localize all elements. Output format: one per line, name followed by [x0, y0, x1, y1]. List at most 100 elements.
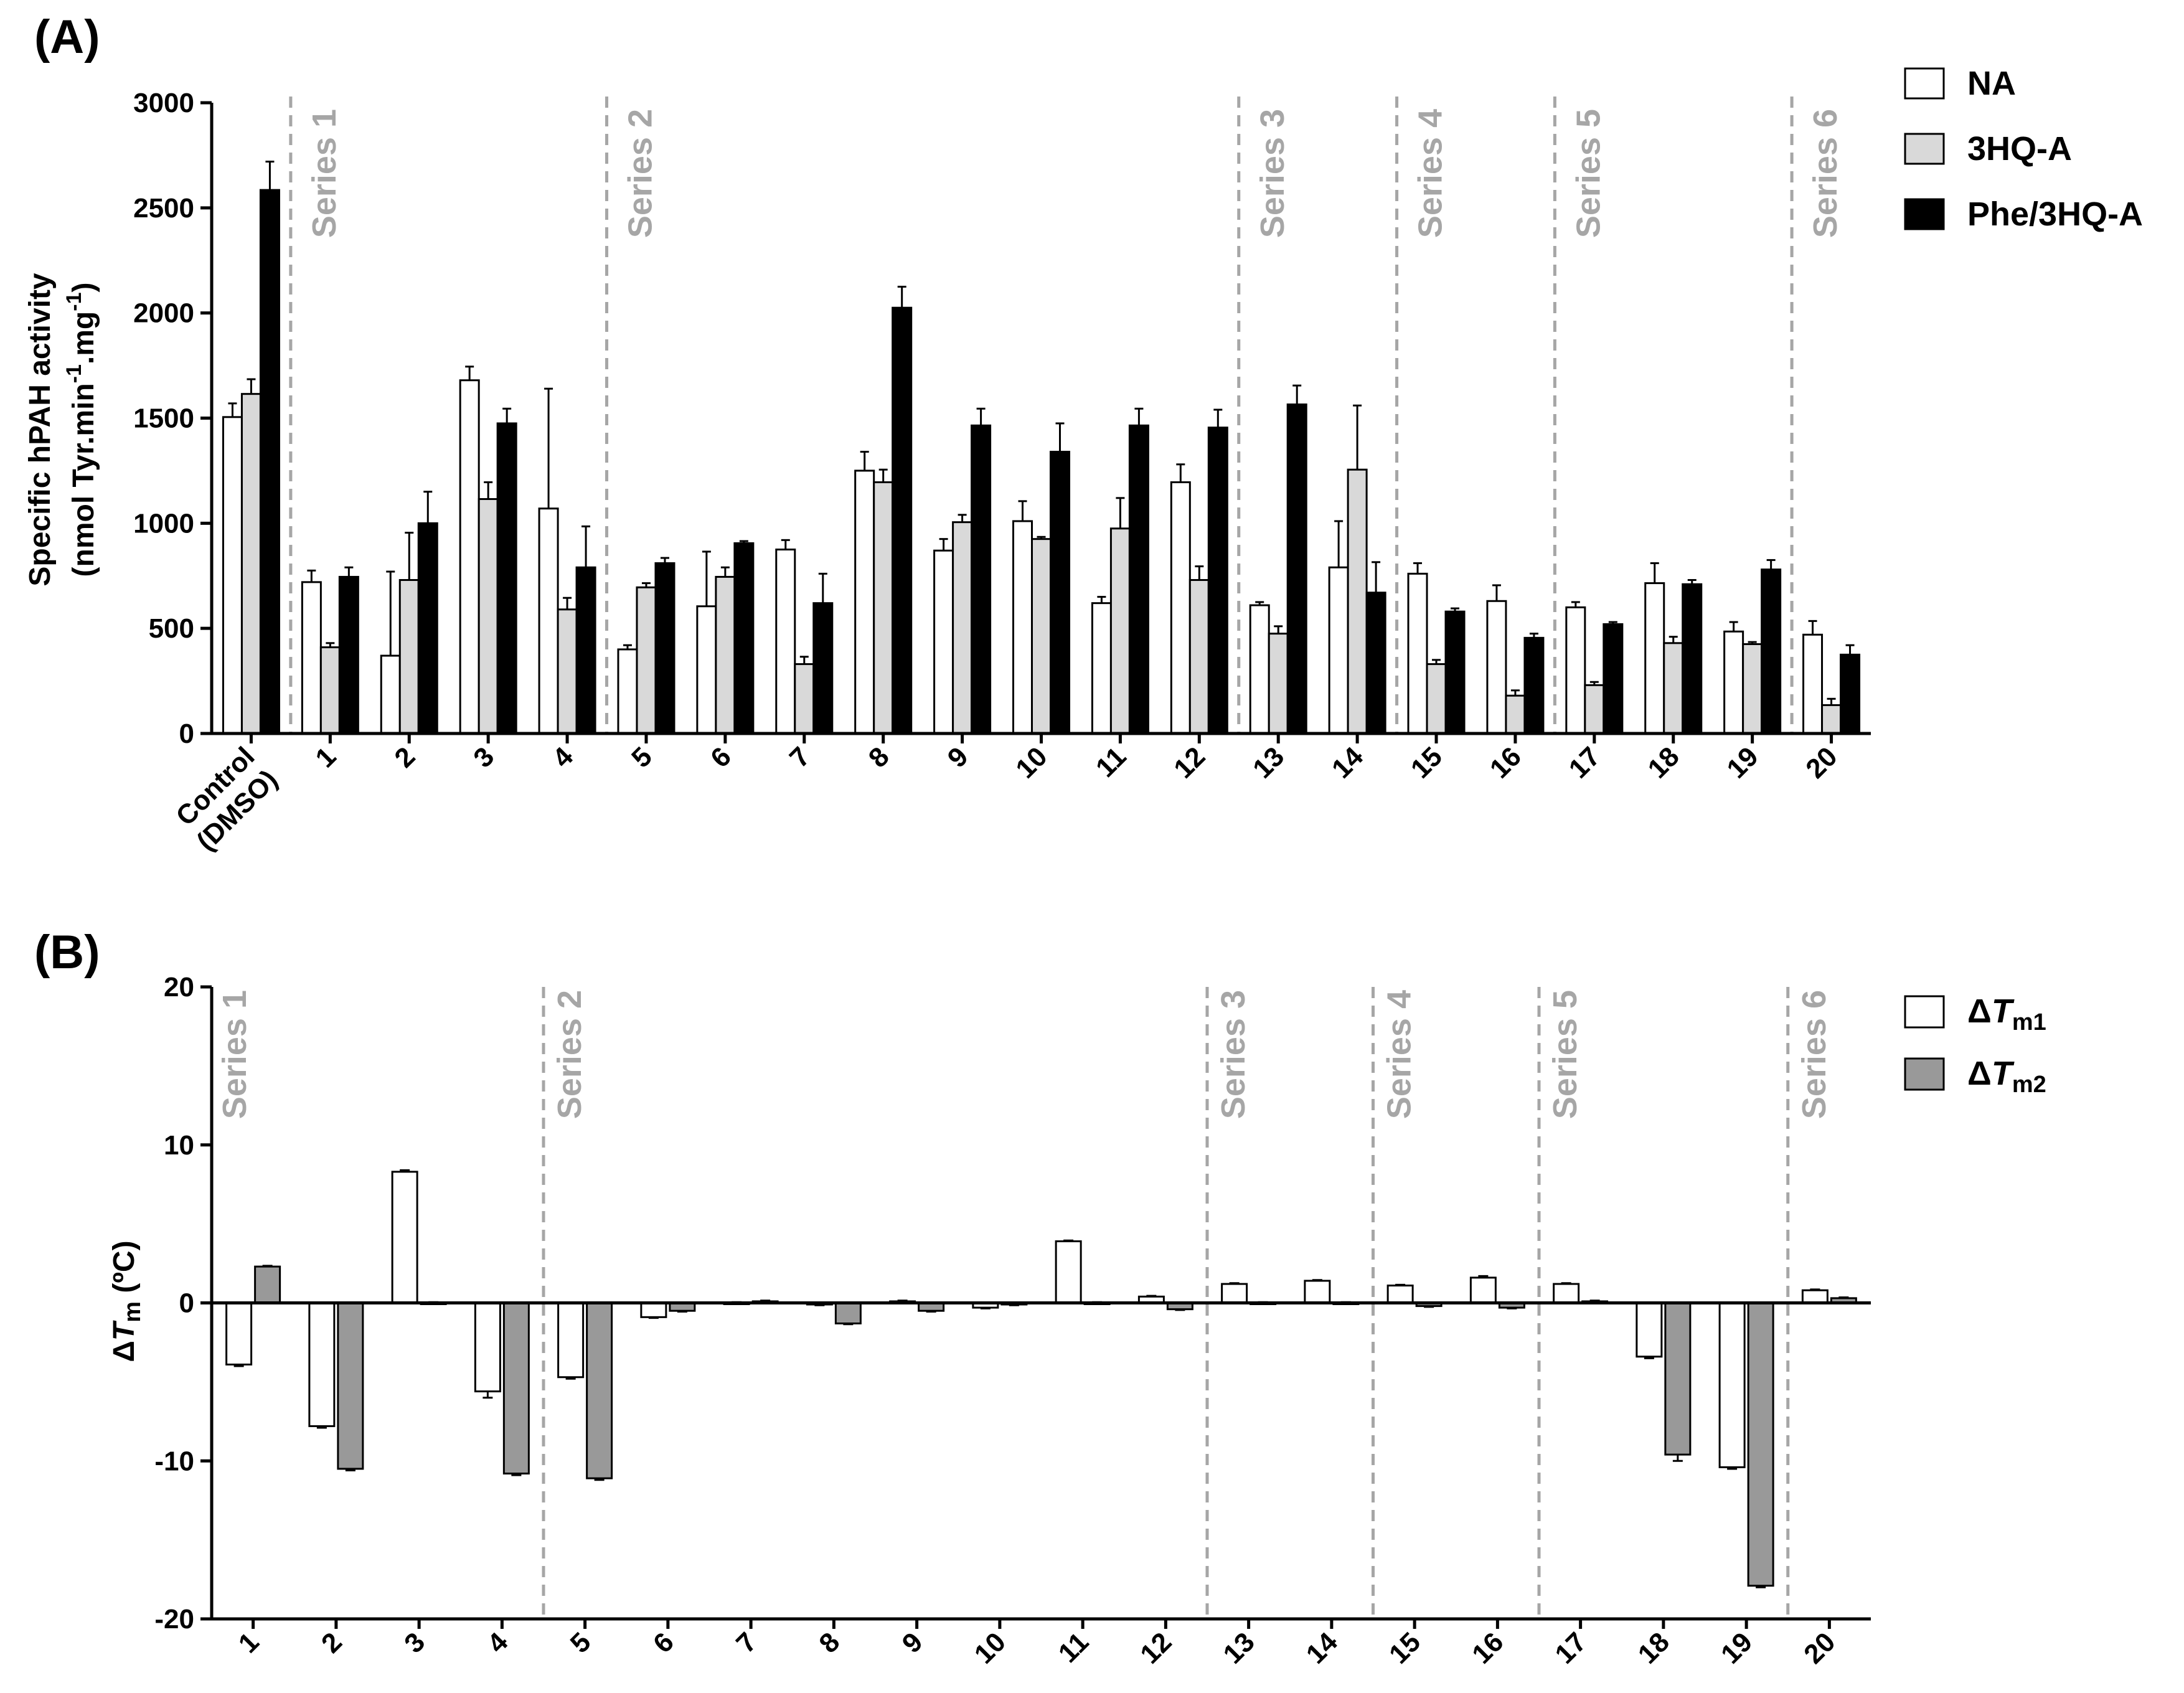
series-label: Series 3: [1215, 990, 1252, 1119]
bar-NA: [222, 416, 243, 735]
x-tick-label: 12: [1168, 741, 1211, 784]
x-tick-label: 16: [1484, 741, 1527, 784]
y-tick-label: 10: [164, 1130, 194, 1161]
y-tick-label: 500: [149, 613, 194, 644]
series-label: Series 2: [551, 990, 588, 1119]
bar-Phe/3HQ-A: [338, 575, 359, 735]
x-tick-label: 2: [316, 1626, 348, 1659]
bar-NA: [696, 605, 717, 735]
legend-label: ΔTm1: [1967, 993, 2046, 1035]
x-tick-label: 11: [1053, 1626, 1095, 1669]
bar-3HQ-A: [1584, 684, 1605, 735]
bar-NA: [1249, 604, 1270, 735]
x-tick-label: 15: [1383, 1626, 1426, 1669]
bar-3HQ-A: [1505, 694, 1526, 735]
bar-3HQ-A: [794, 663, 815, 735]
series-label: Series 5: [1570, 109, 1607, 238]
bar-dTm1: [474, 1302, 501, 1393]
y-tick-label: -20: [154, 1604, 194, 1634]
bar-3HQ-A: [715, 575, 736, 735]
legend-swatch: [1904, 133, 1945, 165]
y-tick-label: -10: [154, 1446, 194, 1476]
bar-Phe/3HQ-A: [892, 306, 913, 735]
bar-dTm1: [557, 1302, 585, 1379]
bar-dTm1: [308, 1302, 336, 1427]
legend-swatch: [1904, 198, 1945, 230]
x-tick-label: 2: [388, 741, 421, 773]
y-tick-label: 2000: [133, 298, 194, 329]
bar-NA: [854, 469, 875, 735]
panel-b-y-axis-label: ΔTm (ºC): [108, 1240, 146, 1362]
x-tick-label: 4: [547, 741, 579, 773]
bar-dTm2: [1664, 1302, 1692, 1456]
x-tick-label: 3: [468, 741, 500, 773]
bar-NA: [775, 549, 796, 735]
x-tick-label: 1: [233, 1626, 265, 1659]
x-tick-label: 8: [813, 1626, 845, 1659]
bar-Phe/3HQ-A: [1761, 568, 1782, 735]
bar-NA: [1091, 602, 1112, 735]
panel-b: (B) ΔTm (ºC) Series 1 Series 2 Series 3 Ser…: [34, 926, 2046, 1670]
bar-NA: [459, 379, 480, 735]
bar-NA: [1012, 520, 1033, 735]
bar-Phe/3HQ-A: [1603, 623, 1624, 735]
x-tick-label: 19: [1721, 741, 1764, 784]
bar-dTm2: [337, 1302, 364, 1470]
x-tick-label: 16: [1466, 1626, 1509, 1669]
bar-Phe/3HQ-A: [1128, 424, 1149, 735]
bar-dTm2: [254, 1265, 281, 1304]
panel-a-y-axis-label: Specific hPAH activity (nmol Tyr.min-1.m…: [24, 273, 100, 587]
bar-dTm2: [586, 1302, 613, 1479]
bar-dTm2: [502, 1302, 530, 1475]
bar-3HQ-A: [1742, 643, 1763, 735]
x-tick-label: 3: [398, 1626, 431, 1659]
bar-dTm1: [1055, 1240, 1082, 1304]
panel-a-y-label-line1: Specific hPAH activity: [24, 273, 57, 587]
x-tick-label: Control(DMSO): [168, 741, 283, 856]
bar-NA: [538, 507, 559, 735]
panel-b-label: (B): [34, 926, 100, 979]
bar-3HQ-A: [319, 646, 341, 735]
legend-swatch: [1904, 995, 1945, 1029]
bar-NA: [380, 654, 401, 735]
x-tick-label: 6: [647, 1626, 680, 1659]
bar-NA: [1802, 633, 1824, 735]
bar-Phe/3HQ-A: [1523, 636, 1545, 735]
bar-dTm1: [1304, 1280, 1331, 1304]
bar-dTm1: [1469, 1276, 1497, 1304]
bar-NA: [1328, 566, 1349, 735]
bar-3HQ-A: [1663, 642, 1684, 735]
bar-Phe/3HQ-A: [733, 542, 755, 735]
bar-NA: [1644, 582, 1665, 735]
y-tick-label: 2500: [133, 193, 194, 224]
x-tick-label: 17: [1549, 1626, 1592, 1669]
bar-Phe/3HQ-A: [1050, 451, 1070, 735]
x-tick-label: 5: [626, 741, 658, 773]
bar-3HQ-A: [1268, 633, 1289, 735]
x-tick-label: 20: [1800, 741, 1843, 784]
bar-NA: [617, 648, 638, 735]
y-tick-label: 20: [164, 972, 194, 1002]
bar-Phe/3HQ-A: [1444, 610, 1466, 735]
y-tick-label: 1500: [133, 403, 194, 434]
bar-NA: [1170, 481, 1191, 735]
x-tick-label: 13: [1217, 1626, 1260, 1669]
bar-3HQ-A: [557, 608, 578, 735]
bar-NA: [1723, 630, 1744, 735]
x-tick-label: 14: [1326, 741, 1370, 785]
panel-a: (A) Specific hPAH activity (nmol Tyr.min…: [24, 11, 2143, 857]
bar-3HQ-A: [952, 521, 973, 735]
legend-label: ΔTm2: [1967, 1055, 2046, 1098]
bar-Phe/3HQ-A: [1365, 592, 1386, 735]
bar-3HQ-A: [1347, 468, 1368, 735]
x-tick-label: 19: [1715, 1626, 1758, 1669]
x-tick-label: 9: [942, 741, 974, 773]
x-tick-label: 18: [1642, 741, 1685, 784]
x-tick-label: 14: [1301, 1626, 1344, 1670]
bar-dTm2: [834, 1302, 862, 1324]
bar-Phe/3HQ-A: [971, 424, 992, 735]
bar-3HQ-A: [1821, 704, 1842, 735]
series-label: Series 6: [1807, 109, 1844, 238]
bar-Phe/3HQ-A: [1207, 427, 1228, 735]
bar-dTm1: [640, 1302, 667, 1318]
